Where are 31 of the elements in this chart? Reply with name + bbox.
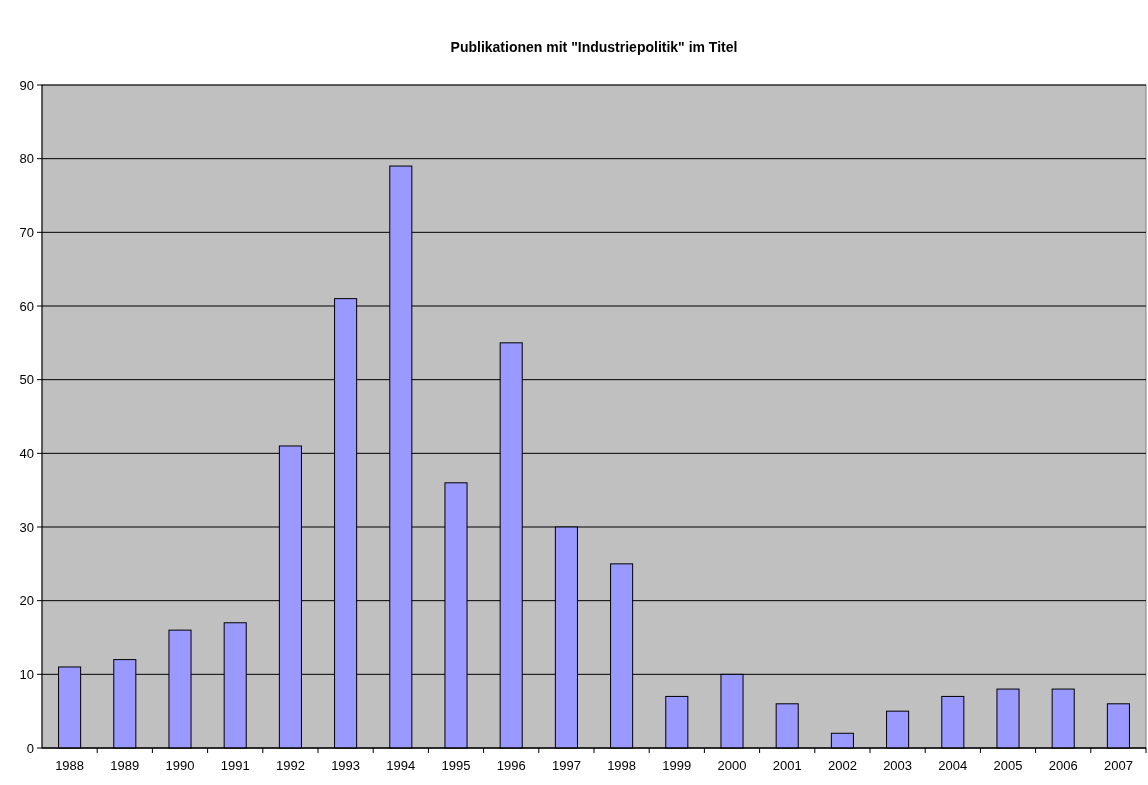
x-tick-label: 1997 (551, 758, 581, 773)
x-tick-label: 2003 (883, 758, 913, 773)
x-tick-label: 1994 (386, 758, 416, 773)
x-tick-label: 2000 (717, 758, 747, 773)
x-tick-label: 1996 (496, 758, 526, 773)
y-tick-label: 40 (19, 445, 34, 461)
x-tick-label: 2006 (1048, 758, 1078, 773)
x-tick-label: 2004 (938, 758, 968, 773)
y-tick-label: 60 (19, 298, 34, 314)
y-tick-label: 50 (19, 372, 34, 388)
x-tick-label: 1998 (607, 758, 637, 773)
y-tick-label: 10 (19, 666, 34, 682)
x-tick-label: 1999 (662, 758, 692, 773)
x-tick-label: 2002 (827, 758, 857, 773)
y-tick-label: 0 (26, 740, 34, 756)
x-tick-label: 1990 (165, 758, 195, 773)
y-tick-label: 70 (19, 224, 34, 240)
y-tick-label: 30 (19, 519, 34, 535)
x-tick-label: 1991 (220, 758, 250, 773)
y-tick-label: 80 (19, 151, 34, 167)
y-tick-label: 20 (19, 593, 34, 609)
x-tick-label: 2001 (772, 758, 802, 773)
x-tick-label: 1988 (55, 758, 85, 773)
y-tick-label: 90 (19, 77, 34, 93)
x-tick-label: 1989 (110, 758, 140, 773)
x-tick-label: 1995 (441, 758, 471, 773)
x-tick-label: 1992 (275, 758, 305, 773)
chart-title: Publikationen mit "Industriepolitik" im Titel (450, 39, 738, 55)
x-tick-label: 2005 (993, 758, 1023, 773)
x-tick-label: 2007 (1103, 758, 1133, 773)
x-tick-label: 1993 (331, 758, 361, 773)
